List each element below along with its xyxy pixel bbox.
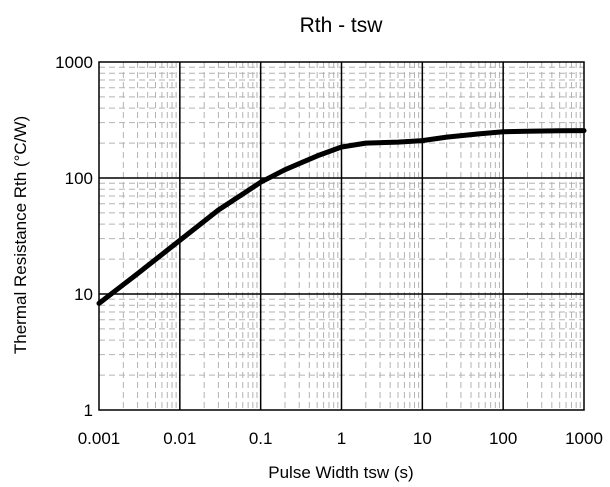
y-tick-labels: 1 10 100 1000 bbox=[55, 53, 93, 420]
series-line bbox=[96, 128, 587, 306]
y-tick-label: 1000 bbox=[55, 53, 93, 72]
x-tick-label: 0.1 bbox=[249, 429, 273, 448]
y-axis-label: Thermal Resistance Rth (°C/W) bbox=[11, 116, 30, 354]
x-tick-label: 0.001 bbox=[78, 429, 121, 448]
y-tick-label: 1 bbox=[84, 401, 93, 420]
x-tick-label: 10 bbox=[413, 429, 432, 448]
plot-area-frame bbox=[98, 61, 585, 411]
x-tick-label: 0.01 bbox=[163, 429, 196, 448]
x-axis-label: Pulse Width tsw (s) bbox=[268, 463, 413, 482]
y-tick-label: 10 bbox=[74, 285, 93, 304]
major-grid bbox=[99, 62, 584, 410]
x-tick-label: 100 bbox=[489, 429, 517, 448]
x-tick-label: 1 bbox=[337, 429, 346, 448]
x-tick-labels: 0.001 0.01 0.1 1 10 100 1000 bbox=[78, 429, 603, 448]
x-tick-label: 1000 bbox=[565, 429, 603, 448]
chart-title: Rth - tsw bbox=[300, 14, 384, 37]
y-tick-label: 100 bbox=[65, 169, 93, 188]
